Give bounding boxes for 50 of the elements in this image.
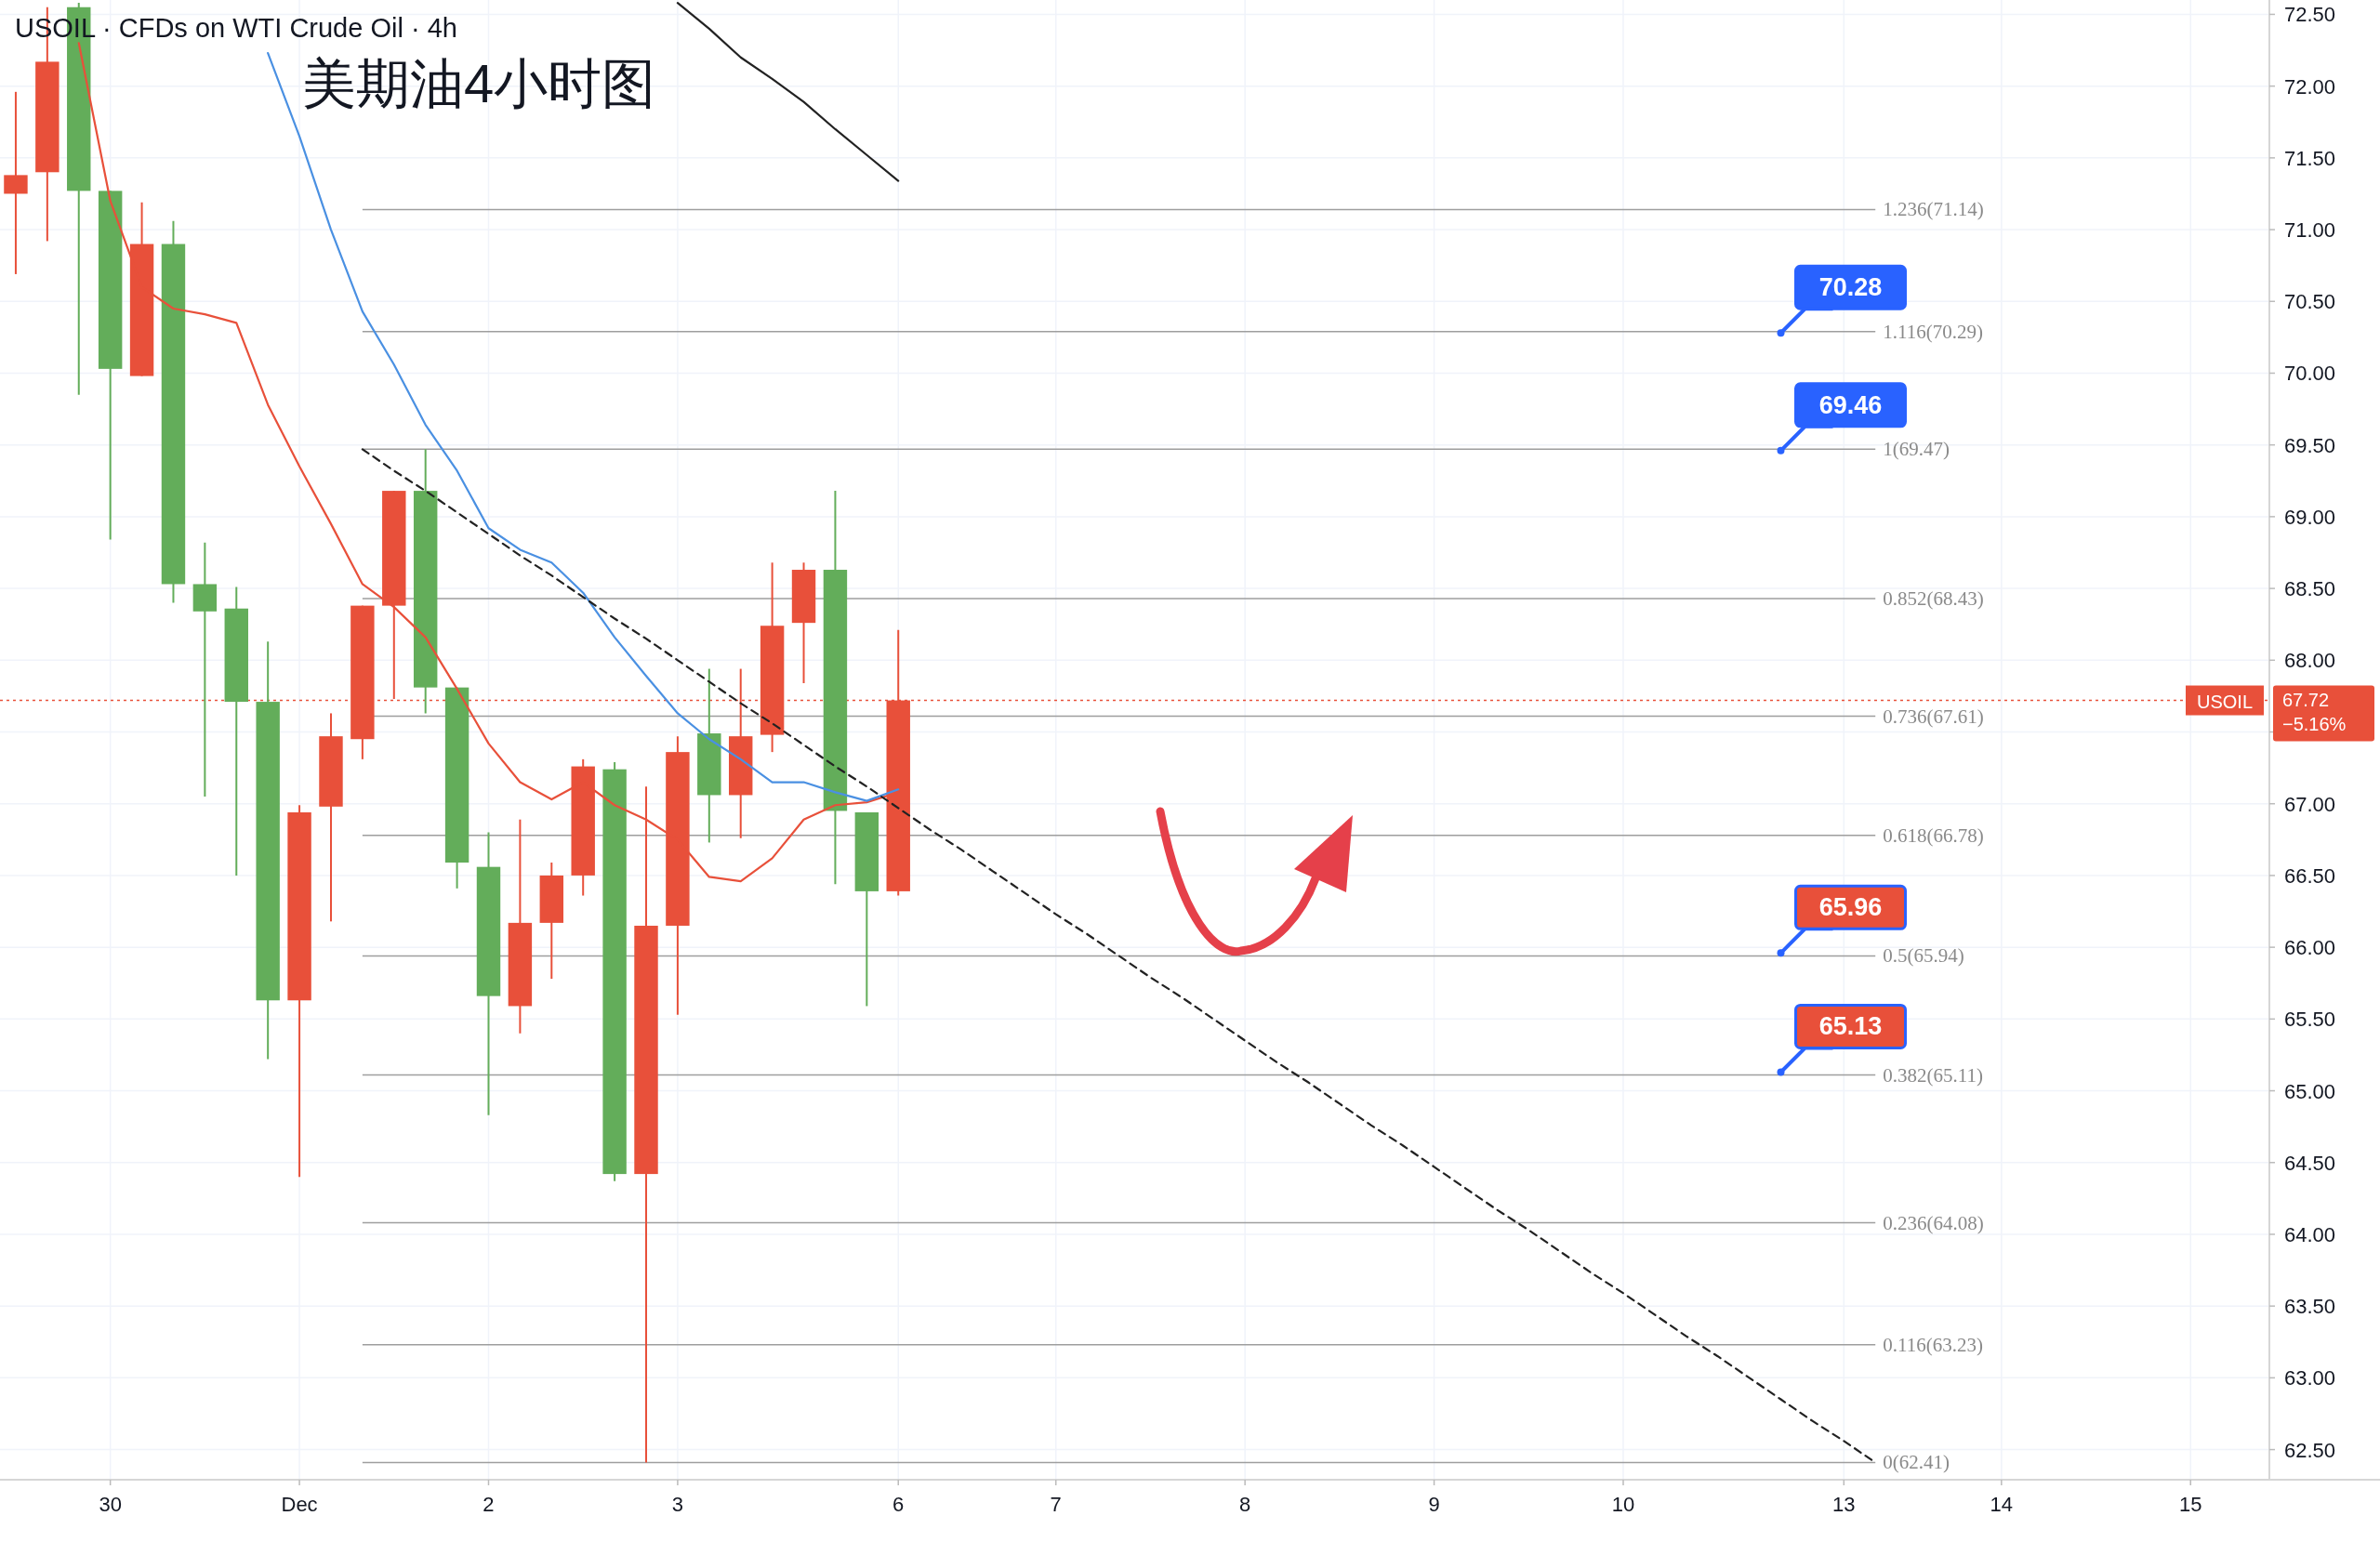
y-tick-label: 63.00 [2284, 1366, 2336, 1390]
ref-line-label: 0.116(63.23) [1883, 1333, 1983, 1356]
ref-line-label: 1.236(71.14) [1883, 198, 1984, 221]
x-tick-label: 8 [1239, 1493, 1251, 1516]
ref-line-label: 0(62.41) [1883, 1451, 1950, 1474]
annotation: 69.46 [1818, 390, 1883, 419]
ref-line-label: 0.736(67.61) [1883, 705, 1984, 728]
y-tick-label: 69.00 [2284, 505, 2336, 529]
y-tick-label: 70.00 [2284, 362, 2336, 386]
y-tick-label: 67.00 [2284, 792, 2336, 816]
y-tick-label: 65.00 [2284, 1079, 2336, 1103]
x-tick-label: 14 [1990, 1493, 2014, 1516]
y-tick-label: 63.50 [2284, 1295, 2336, 1319]
ref-line-label: USOIL [2196, 691, 2254, 712]
ref-line-label: 0.618(66.78) [1883, 824, 1984, 847]
annotation: 65.13 [1818, 1012, 1883, 1041]
x-tick-label: 13 [1832, 1493, 1856, 1516]
annotation: 70.28 [1818, 273, 1883, 302]
y-tick-label: 71.00 [2284, 218, 2336, 243]
text: 美期油4小时图 [302, 53, 656, 113]
x-tick-label: 30 [99, 1493, 122, 1516]
ref-line-label: 0.382(65.11) [1883, 1063, 1983, 1087]
y-tick-label: 68.50 [2284, 577, 2336, 601]
ref-line-label: 0.852(68.43) [1883, 586, 1984, 610]
y-tick-label: 62.50 [2284, 1438, 2336, 1462]
y-tick-label: 64.50 [2284, 1151, 2336, 1175]
text: 67.72 −5.16% [2282, 689, 2347, 734]
x-tick-label: 2 [483, 1493, 495, 1516]
x-tick-label: 10 [1611, 1493, 1635, 1516]
y-tick-label: 64.00 [2284, 1222, 2336, 1246]
ref-line-label: 1.116(70.29) [1883, 320, 1983, 343]
y-tick-label: 65.50 [2284, 1008, 2336, 1032]
y-tick-label: 72.50 [2284, 3, 2336, 27]
y-tick-label: 71.50 [2284, 146, 2336, 170]
ref-line-label: 1(69.47) [1883, 438, 1950, 461]
y-tick-label: 69.50 [2284, 433, 2336, 457]
x-tick-label: 7 [1050, 1493, 1062, 1516]
y-tick-label: 68.00 [2284, 649, 2336, 673]
ref-line-label: 0.236(64.08) [1883, 1211, 1984, 1234]
x-tick-label: Dec [281, 1493, 318, 1516]
x-tick-label: 15 [2179, 1493, 2202, 1516]
x-tick-label: 9 [1428, 1493, 1440, 1516]
x-tick-label: 6 [892, 1493, 905, 1516]
x-tick-label: 3 [671, 1493, 684, 1516]
y-tick-label: 70.50 [2284, 290, 2336, 314]
annotation: 65.96 [1818, 893, 1883, 922]
y-tick-label: 72.00 [2284, 74, 2336, 99]
y-tick-label: 66.50 [2284, 863, 2336, 888]
y-tick-label: 66.00 [2284, 936, 2336, 960]
ref-line-label: 0.5(65.94) [1883, 944, 1964, 968]
